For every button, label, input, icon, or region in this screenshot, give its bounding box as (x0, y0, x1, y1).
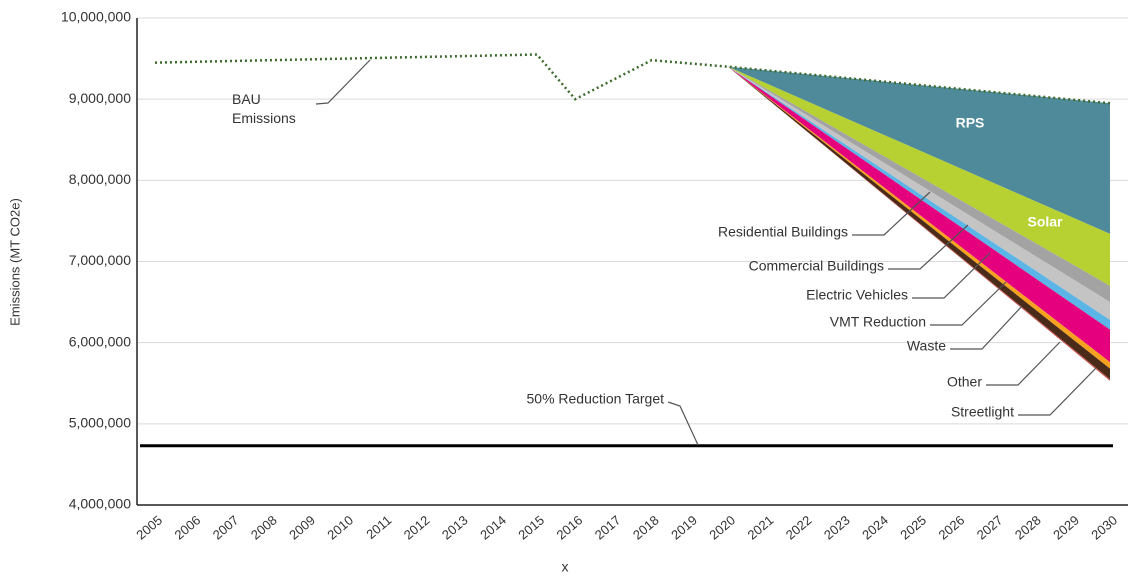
series-label: Electric Vehicles (806, 287, 908, 303)
x-tick-label: 2006 (172, 512, 204, 542)
x-tick-label: 2014 (477, 512, 509, 542)
leader-line (667, 401, 699, 446)
x-tick-label: 2025 (897, 512, 929, 542)
leader-line (986, 341, 1061, 386)
leader-line (315, 59, 371, 105)
series-label: Solar (1027, 214, 1063, 230)
leader-line (888, 224, 969, 270)
x-tick-label: 2010 (324, 512, 356, 542)
x-tick-label: 2017 (592, 512, 624, 542)
series-label: VMT Reduction (830, 314, 926, 330)
x-tick-label: 2028 (1012, 512, 1044, 542)
x-tick-label: 2013 (439, 512, 471, 542)
x-tick-label: 2024 (859, 512, 891, 542)
series-label: RPS (956, 115, 985, 131)
reduction-area (728, 66, 1110, 330)
y-axis-label: Emissions (MT CO2e) (7, 198, 22, 326)
y-tick-label: 4,000,000 (69, 496, 131, 512)
x-tick-label: 2005 (133, 512, 165, 542)
y-tick-label: 9,000,000 (69, 90, 131, 106)
series-label: Commercial Buildings (749, 258, 884, 274)
x-tick-label: 2011 (363, 512, 394, 541)
target-label: 50% Reduction Target (527, 391, 665, 407)
x-tick-label: 2029 (1050, 512, 1082, 542)
y-tick-label: 7,000,000 (69, 252, 131, 268)
x-tick-label: 2016 (554, 512, 586, 542)
x-tick-label: 2018 (630, 512, 662, 542)
leader-line (912, 252, 991, 299)
x-tick-label: 2009 (286, 512, 318, 542)
x-tick-label: 2030 (1088, 512, 1120, 542)
y-tick-label: 8,000,000 (69, 171, 131, 187)
x-tick-label: 2019 (668, 512, 700, 542)
leader-line (950, 305, 1023, 350)
x-tick-label: 2008 (248, 512, 280, 542)
baseline-label: BAU Emissions (232, 91, 296, 126)
x-tick-label: 2021 (745, 512, 777, 542)
series-label: Streetlight (951, 404, 1014, 420)
baseline-line (154, 53, 1111, 105)
x-axis-label: x (562, 559, 569, 573)
x-tick-label: 2023 (821, 512, 853, 542)
series-label: Other (947, 374, 982, 390)
reduction-area (728, 66, 1110, 381)
x-tick-label: 2026 (936, 512, 968, 542)
leader-line (1018, 367, 1097, 416)
y-tick-label: 5,000,000 (69, 415, 131, 431)
reduction-area (728, 66, 1110, 363)
x-tick-label: 2027 (974, 512, 1006, 542)
series-label: Waste (907, 338, 946, 354)
y-tick-label: 6,000,000 (69, 333, 131, 349)
series-label: Residential Buildings (718, 224, 848, 240)
y-tick-label: 10,000,000 (61, 9, 131, 25)
x-tick-label: 2015 (515, 512, 547, 542)
x-tick-label: 2007 (210, 512, 242, 542)
leader-line (852, 191, 931, 236)
x-tick-label: 2012 (401, 512, 433, 542)
x-tick-label: 2020 (706, 512, 738, 542)
x-tick-label: 2022 (783, 512, 815, 542)
leader-line (930, 281, 1007, 326)
